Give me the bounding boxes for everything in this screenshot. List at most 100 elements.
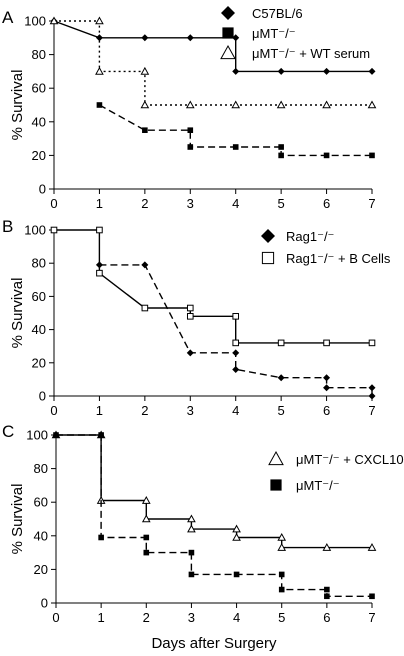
data-point	[368, 384, 376, 392]
data-point	[322, 543, 332, 551]
data-point	[95, 66, 104, 75]
series-3	[49, 16, 377, 109]
y-tick-label: 60	[34, 495, 48, 510]
data-point	[186, 34, 194, 42]
data-point	[322, 100, 331, 109]
y-tick-label: 60	[32, 81, 46, 96]
x-tick-label: 2	[141, 196, 148, 211]
data-point	[278, 586, 285, 593]
y-tick-label: 100	[24, 14, 46, 29]
data-point	[232, 339, 240, 347]
data-point	[141, 495, 151, 504]
data-point	[186, 349, 194, 357]
legend-label: μMT⁻/⁻	[296, 478, 340, 493]
data-point	[186, 313, 194, 320]
panel-a: A 0 20 40 60 80 100 0 1 2 3 4 5 6 7 % Survival C57BL/6 μM…	[2, 6, 377, 211]
data-point	[277, 339, 285, 347]
legend-entry: Rag1⁻/⁻ + B Cells	[261, 251, 391, 266]
y-tick-label: 20	[34, 562, 48, 577]
x-tick-label: 3	[187, 403, 194, 418]
series-line	[54, 229, 372, 344]
data-point	[232, 524, 241, 533]
x-tick-label: 3	[188, 610, 195, 625]
x-tick-label: 1	[96, 403, 103, 418]
data-point	[187, 127, 194, 133]
data-point	[323, 374, 331, 382]
legend-label: μMT⁻/⁻ + WT serum	[252, 46, 370, 61]
data-point	[98, 432, 104, 438]
legend-label: C57BL/6	[252, 6, 303, 21]
series-1	[50, 17, 376, 75]
data-point	[140, 66, 150, 75]
y-tick-label: 0	[39, 389, 46, 404]
y-tick-label: 80	[34, 461, 48, 476]
x-tick-label: 4	[233, 610, 240, 625]
legend-label: μMT⁻/⁻ + CXCL10	[296, 452, 404, 467]
data-point	[278, 152, 284, 159]
data-point	[368, 339, 376, 347]
data-point	[96, 269, 103, 277]
legend-marker	[268, 450, 284, 466]
panel-letter: B	[2, 217, 13, 236]
y-tick-label: 0	[39, 182, 46, 197]
y-tick-label: 80	[32, 256, 46, 271]
data-point	[141, 34, 149, 42]
data-point	[277, 532, 287, 541]
series-1	[95, 261, 376, 400]
data-point	[278, 571, 285, 578]
legend-entry: Rag1⁻/⁻	[261, 229, 334, 244]
series-2	[96, 102, 375, 159]
legend-entry: μMT⁻/⁻ + CXCL10	[268, 450, 404, 467]
data-point	[278, 144, 284, 150]
y-tick-label: 0	[41, 596, 48, 611]
data-point	[142, 127, 148, 133]
data-point	[323, 152, 330, 159]
panel-letter: C	[2, 422, 14, 441]
data-point	[324, 593, 330, 600]
data-point	[141, 514, 151, 523]
y-axis-label: % Survival	[9, 70, 26, 141]
x-tick-label: 7	[368, 403, 375, 418]
data-point	[188, 549, 195, 556]
y-tick-label: 100	[26, 428, 48, 443]
data-point	[50, 226, 58, 234]
data-point	[233, 571, 240, 578]
data-point	[187, 144, 194, 150]
x-tick-label: 0	[50, 196, 57, 211]
y-tick-label: 20	[32, 148, 46, 163]
data-point	[369, 152, 375, 159]
data-point	[232, 313, 240, 320]
legend-label: Rag1⁻/⁻	[286, 229, 334, 244]
data-point	[232, 532, 241, 541]
data-point	[277, 67, 285, 75]
x-tick-label: 7	[368, 196, 375, 211]
data-point	[276, 100, 286, 109]
data-point	[367, 543, 377, 551]
legend-label: μMT⁻/⁻	[252, 26, 296, 41]
data-point	[185, 100, 195, 109]
y-tick-label: 60	[32, 289, 46, 304]
x-tick-label: 6	[323, 196, 330, 211]
data-point	[140, 100, 150, 109]
data-point	[188, 571, 195, 578]
legend-marker	[261, 251, 275, 265]
data-point	[95, 34, 103, 42]
data-point	[367, 100, 377, 109]
data-point	[323, 67, 331, 75]
x-tick-label: 1	[98, 610, 105, 625]
panel-b: B 0 20 40 60 80 100 0 1 2 3 4 5 6 7 % Survival Rag1⁻/⁻ Ra…	[2, 217, 391, 418]
x-tick-label: 6	[323, 403, 330, 418]
legend-entry: μMT⁻/⁻ + WT serum	[220, 44, 370, 61]
data-point	[186, 304, 194, 312]
y-tick-label: 100	[24, 223, 46, 238]
x-tick-label: 4	[232, 196, 239, 211]
data-point	[324, 586, 330, 593]
data-point	[232, 349, 240, 357]
y-tick-label: 20	[32, 355, 46, 370]
x-tick-label: 5	[278, 610, 285, 625]
legend-label: Rag1⁻/⁻ + B Cells	[286, 251, 391, 266]
panel-letter: A	[2, 8, 14, 27]
legend-marker	[222, 27, 234, 39]
data-point	[231, 100, 241, 109]
